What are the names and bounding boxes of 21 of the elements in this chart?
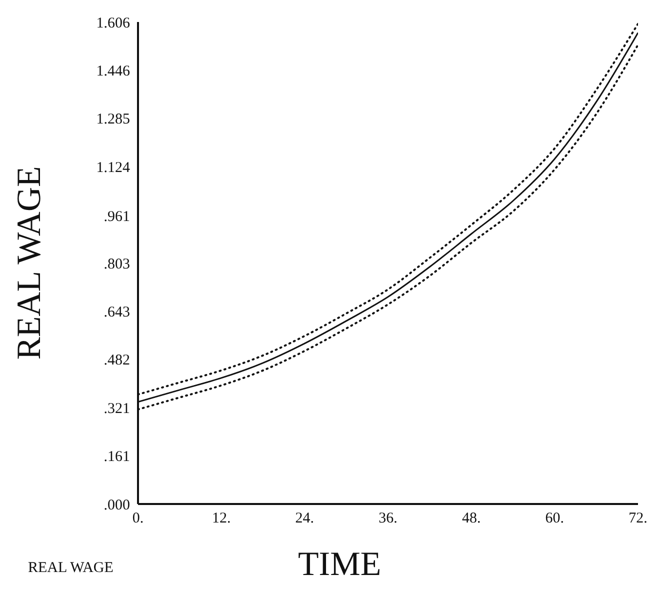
x-tick-label: 0. xyxy=(132,510,144,527)
y-tick-label: .161 xyxy=(104,449,130,466)
y-tick-label: .482 xyxy=(104,352,130,369)
y-axis-title: REAL WAGE xyxy=(11,166,48,360)
y-tick-label: .803 xyxy=(104,256,130,272)
x-tick-label: 72. xyxy=(628,510,648,527)
y-tick-label: .321 xyxy=(104,400,130,417)
y-tick-label: 1.446 xyxy=(96,63,130,80)
x-tick-label: 36. xyxy=(378,510,398,527)
y-tick-label: .643 xyxy=(104,304,130,320)
x-tick-label: 60. xyxy=(545,510,564,527)
x-axis-title: TIME xyxy=(298,546,382,584)
x-tick-label: 24. xyxy=(295,510,314,527)
text: REAL WAGE xyxy=(28,560,114,577)
y-tick-label: 1.606 xyxy=(96,15,130,32)
y-tick-label: .000 xyxy=(104,497,130,514)
y-tick-label: .961 xyxy=(104,208,130,225)
x-tick-label: 48. xyxy=(462,510,481,527)
y-tick-label: 1.285 xyxy=(96,112,130,128)
x-tick-label: 12. xyxy=(212,510,231,527)
y-tick-label: 1.124 xyxy=(96,160,130,176)
